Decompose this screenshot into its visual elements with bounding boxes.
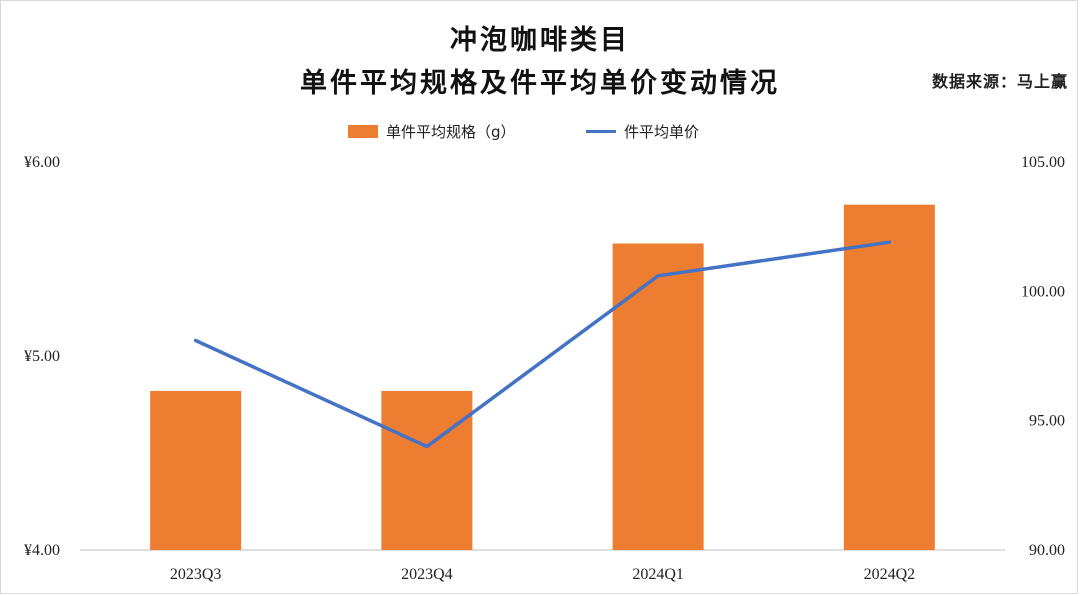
left-tick-label: ¥5.00 [24,348,60,365]
legend-bar-swatch [348,124,378,138]
data-source-note: 数据来源：马上赢 [931,72,1068,91]
x-tick-label-2024Q2: 2024Q2 [864,566,916,583]
bar-2023Q3 [150,390,242,550]
legend-item-line: 件平均单价 [586,118,699,144]
right-tick-label: 105.00 [1021,154,1065,171]
legend-line-swatch [586,129,616,133]
bar-2024Q2 [843,204,935,550]
legend: 单件平均规格（g） 件平均单价 [340,118,760,144]
legend-bar-label: 单件平均规格（g） [386,122,516,141]
chart-title-line1: 冲泡咖啡类目 [450,25,630,56]
right-tick-label: 100.00 [1021,283,1065,300]
legend-item-bar: 单件平均规格（g） [348,118,516,144]
left-tick-label: ¥6.00 [24,154,60,171]
right-tick-label: 90.00 [1029,542,1065,559]
x-tick-label-2023Q3: 2023Q3 [170,566,222,583]
bar-2023Q4 [381,390,473,550]
left-tick-label: ¥4.00 [24,542,60,559]
legend-line-label: 件平均单价 [624,122,700,141]
x-tick-label-2024Q1: 2024Q1 [632,566,684,583]
x-tick-label-2023Q4: 2023Q4 [401,566,453,583]
chart-title-line2: 单件平均规格及件平均单价变动情况 [300,68,780,99]
right-tick-label: 95.00 [1029,413,1065,430]
bar-2024Q1 [612,243,704,551]
price-line [193,240,892,449]
